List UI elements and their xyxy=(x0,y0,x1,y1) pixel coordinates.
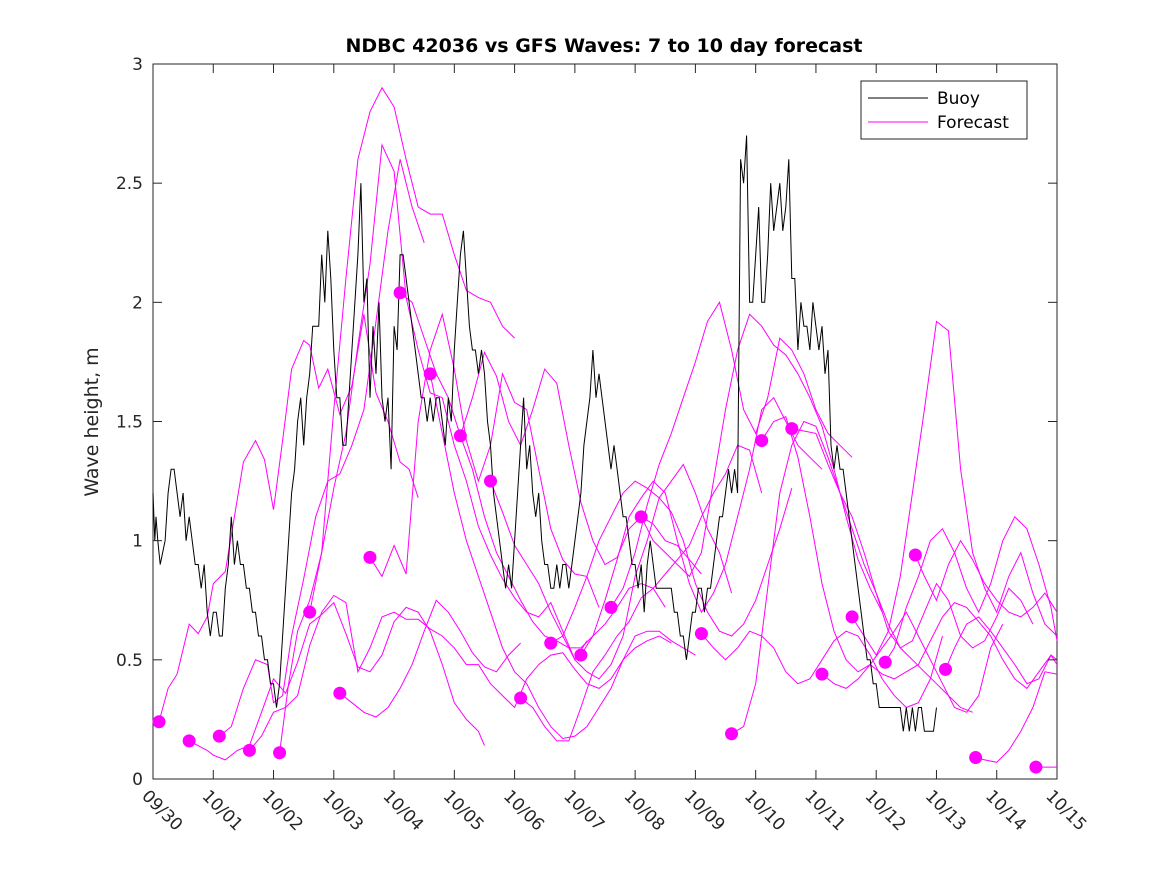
forecast-start-marker-18 xyxy=(725,727,739,741)
legend-box xyxy=(860,80,1028,140)
forecast-line-14 xyxy=(580,396,823,656)
forecast-start-marker-9 xyxy=(423,367,437,381)
forecast-start-marker-3 xyxy=(242,743,256,757)
forecast-line-13 xyxy=(550,480,793,644)
forecast-start-marker-6 xyxy=(333,686,347,700)
legend-forecast-label: Forecast xyxy=(937,113,1009,133)
buoy-line xyxy=(152,135,937,732)
forecast-start-marker-14 xyxy=(574,648,588,662)
forecast-line-24 xyxy=(914,539,1058,618)
forecast-start-marker-1 xyxy=(182,734,196,748)
forecast-start-marker-5 xyxy=(303,605,317,619)
legend-buoy-label: Buoy xyxy=(937,89,980,109)
forecast-start-marker-13 xyxy=(544,636,558,650)
forecast-line-2 xyxy=(218,159,425,737)
forecast-line-25 xyxy=(945,616,1058,685)
forecast-start-marker-10 xyxy=(453,429,467,443)
forecast-line-9 xyxy=(429,373,696,740)
y-tick-label: 1.5 xyxy=(116,413,143,433)
forecast-start-marker-11 xyxy=(483,474,497,488)
forecast-line-15 xyxy=(610,301,853,608)
forecast-start-marker-17 xyxy=(694,627,708,641)
forecast-line-4 xyxy=(279,86,515,753)
forecast-start-marker-27 xyxy=(1029,760,1043,774)
forecast-line-23 xyxy=(884,515,1058,663)
y-tick-label: 3 xyxy=(132,55,143,75)
forecast-start-marker-26 xyxy=(969,751,983,765)
forecast-start-marker-22 xyxy=(845,610,859,624)
y-tick-label: 1 xyxy=(132,532,143,552)
forecast-line-11 xyxy=(490,463,733,680)
y-tick-label: 2 xyxy=(132,293,143,313)
forecast-start-marker-20 xyxy=(785,422,799,436)
forecast-start-marker-16 xyxy=(634,510,648,524)
forecast-line-3 xyxy=(249,594,672,751)
y-tick-label: 2.5 xyxy=(116,174,143,194)
y-axis-label: Wave height, m xyxy=(81,347,103,496)
forecast-line-10 xyxy=(459,351,702,575)
forecast-line-6 xyxy=(339,599,521,718)
forecast-start-marker-2 xyxy=(212,729,226,743)
forecast-start-marker-23 xyxy=(878,655,892,669)
forecast-line-7 xyxy=(369,312,600,608)
forecast-line-12 xyxy=(520,444,763,742)
forecast-line-26 xyxy=(975,671,1058,763)
forecast-start-marker-4 xyxy=(273,746,287,760)
forecast-line-22 xyxy=(851,320,1058,657)
forecast-line-1 xyxy=(188,601,485,761)
forecast-line-5 xyxy=(309,143,588,661)
forecast-line-18 xyxy=(731,420,973,735)
forecast-line-19 xyxy=(761,416,1004,713)
forecast-line-20 xyxy=(791,428,1034,649)
legend: Buoy Forecast xyxy=(860,80,1028,140)
forecast-line-8 xyxy=(399,292,666,649)
y-tick-label: 0.5 xyxy=(116,651,143,671)
forecast-line-0 xyxy=(158,314,419,722)
forecast-start-marker-24 xyxy=(908,548,922,562)
forecast-series-group xyxy=(158,86,1058,768)
forecast-start-marker-19 xyxy=(755,434,769,448)
forecast-line-16 xyxy=(640,313,883,613)
forecast-start-marker-25 xyxy=(939,662,953,676)
forecast-line-17 xyxy=(701,630,943,709)
forecast-start-marker-21 xyxy=(815,667,829,681)
forecast-start-marker-12 xyxy=(514,691,528,705)
y-tick-label: 0 xyxy=(132,770,143,790)
y-axis: 0 0.5 1 1.5 2 2.5 3 xyxy=(116,55,1057,790)
forecast-start-marker-8 xyxy=(393,286,407,300)
forecast-start-marker-15 xyxy=(604,600,618,614)
forecast-start-marker-7 xyxy=(363,550,377,564)
chart-title: NDBC 42036 vs GFS Waves: 7 to 10 day for… xyxy=(345,35,862,57)
forecast-start-markers xyxy=(152,286,1043,774)
forecast-line-21 xyxy=(821,602,1058,690)
forecast-start-marker-0 xyxy=(152,715,166,729)
plot-area: 09/30 10/01 10/02 10/03 10/04 10/05 10/06 10/07… xyxy=(116,55,1090,835)
buoy-series-group xyxy=(152,135,937,732)
